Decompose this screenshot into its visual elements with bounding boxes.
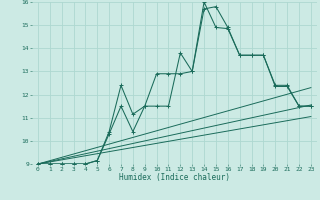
X-axis label: Humidex (Indice chaleur): Humidex (Indice chaleur) <box>119 173 230 182</box>
